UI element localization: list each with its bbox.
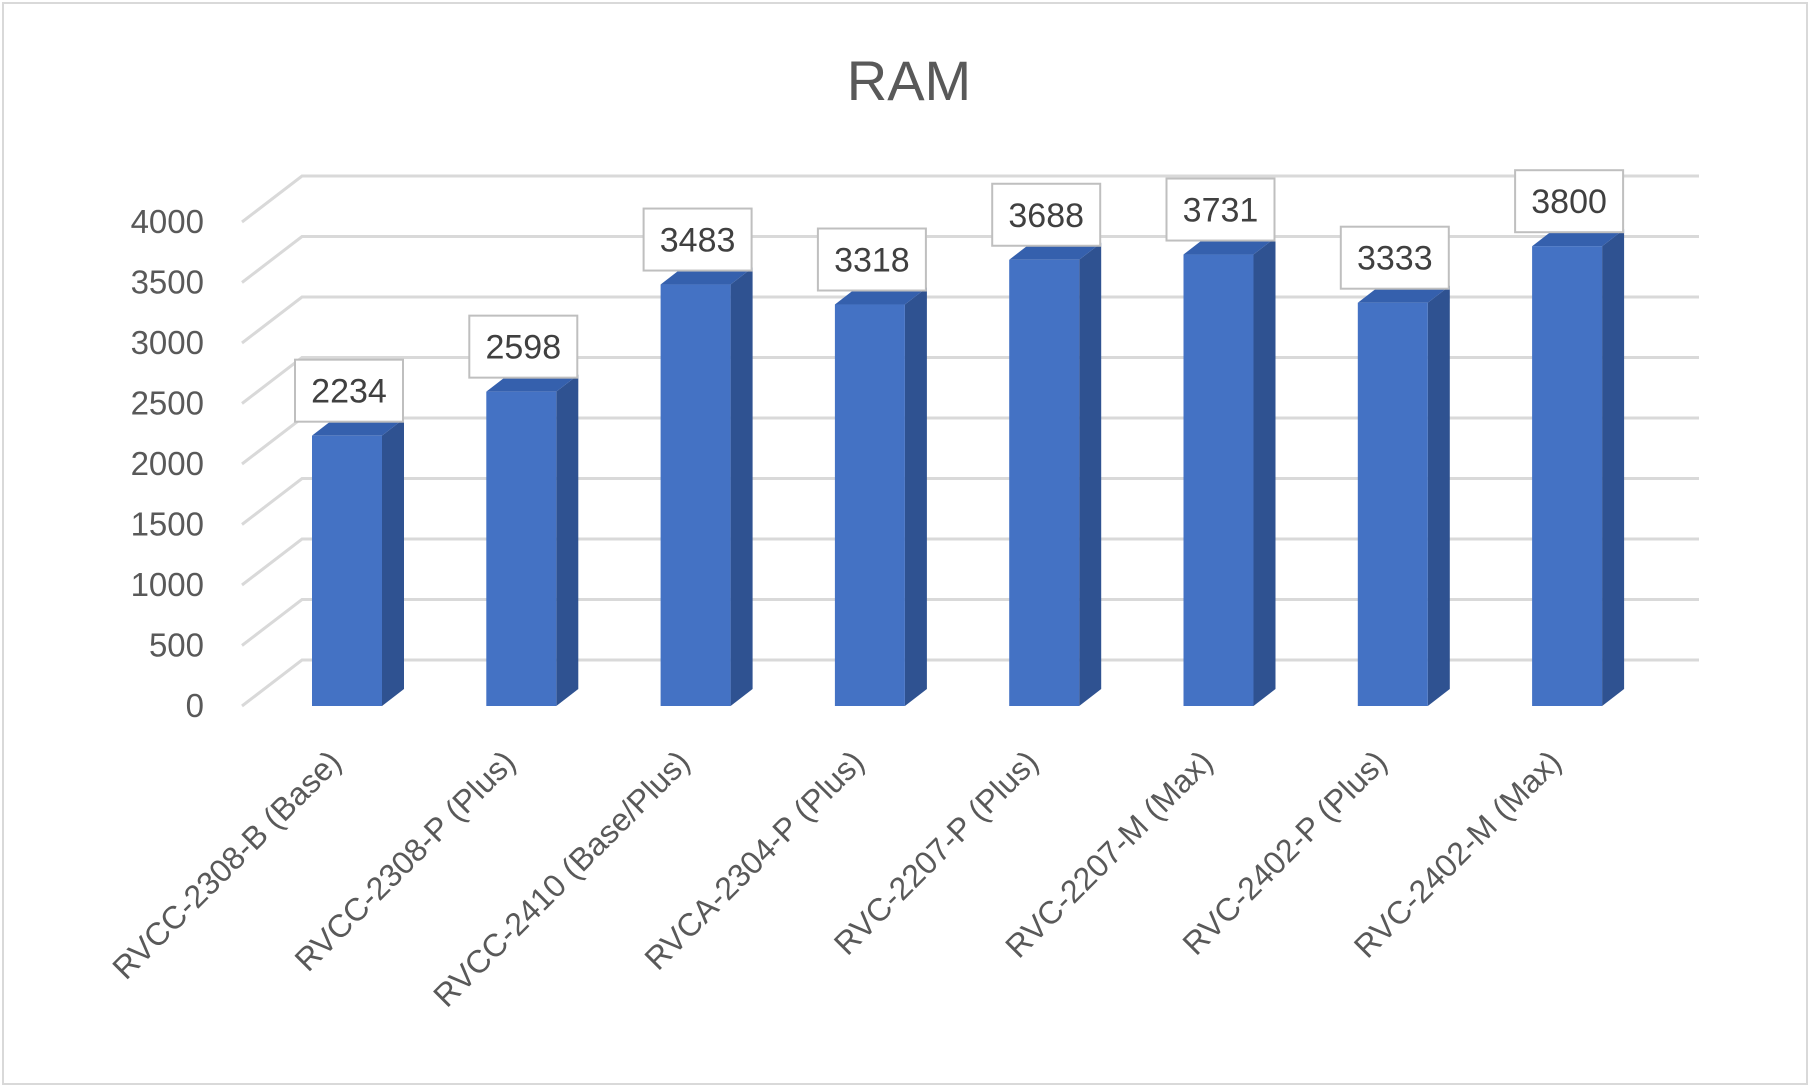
data-label: 3318: [816, 227, 927, 292]
gridline: [241, 174, 1699, 224]
data-label-text: 3800: [1531, 183, 1607, 221]
y-tick-label: 3500: [131, 264, 204, 301]
bar-front: [834, 304, 905, 706]
bar-top: [312, 418, 404, 436]
data-label: 3483: [642, 207, 753, 272]
data-label-box: [468, 314, 579, 379]
bar-top: [834, 287, 927, 305]
y-axis-ticks: 0 500 1000 1500 2000 2500 3000 3500 4000: [131, 203, 204, 724]
bar-side: [1253, 237, 1276, 706]
data-label-text: 3688: [1008, 197, 1084, 235]
bar: [486, 374, 579, 706]
data-label-box: [1514, 169, 1625, 234]
gridline: [241, 235, 1699, 284]
bar: [1532, 229, 1625, 706]
y-tick-label: 2500: [131, 385, 204, 422]
data-label: 2598: [468, 314, 579, 379]
bar: [312, 418, 404, 706]
bar: [1357, 285, 1450, 706]
bar-front: [660, 284, 731, 706]
data-label: 3731: [1165, 177, 1276, 242]
bar-front: [486, 391, 557, 706]
x-axis-categories: RVCC-2308-B (Base)RVCC-2308-P (Plus)RVCC…: [105, 743, 1568, 1013]
y-tick-label: 1500: [131, 506, 204, 543]
bar-top: [1532, 229, 1625, 247]
y-tick-label: 4000: [131, 203, 204, 240]
data-label-text: 2598: [485, 329, 561, 367]
data-label-box: [642, 207, 753, 272]
bars: [312, 229, 1625, 706]
bar: [660, 267, 753, 706]
bar-side: [1079, 242, 1102, 706]
data-label-box: [991, 182, 1102, 247]
bar-side: [730, 267, 753, 706]
gridline: [241, 356, 1699, 405]
bar-top: [486, 374, 579, 392]
data-label: 3800: [1514, 169, 1625, 234]
bar-top: [1009, 242, 1102, 260]
gridline: [241, 658, 1699, 708]
data-labels: 2234 2598 3483 3318 3688 3731 3333 3800: [294, 169, 1625, 423]
y-tick-label: 0: [186, 687, 204, 724]
data-label-box: [1165, 177, 1276, 242]
data-label-text: 3318: [834, 242, 910, 280]
data-label: 3333: [1339, 225, 1450, 290]
gridline: [241, 477, 1699, 526]
bar-top: [1183, 237, 1276, 255]
bar-front: [312, 435, 382, 706]
y-tick-label: 500: [149, 627, 204, 664]
gridline: [241, 598, 1699, 647]
data-label: 3688: [991, 182, 1102, 247]
data-label-text: 3333: [1357, 240, 1433, 278]
data-label-box: [816, 227, 927, 292]
gridlines: [241, 174, 1699, 708]
bar: [834, 287, 927, 706]
bar: [1183, 237, 1276, 706]
gridline: [241, 416, 1699, 466]
data-label-text: 3483: [660, 222, 736, 260]
gridline: [241, 295, 1699, 345]
y-tick-label: 2000: [131, 445, 204, 482]
chart-area: 0 500 1000 1500 2000 2500 3000 3500 4000 2234 259…: [105, 49, 1699, 1014]
bar-side: [382, 418, 404, 706]
bar-side: [1427, 285, 1450, 706]
bar-front: [1009, 259, 1080, 706]
bar-top: [660, 267, 753, 285]
data-label-text: 3731: [1183, 192, 1259, 230]
bar-front: [1183, 254, 1254, 706]
data-label: 2234: [294, 358, 404, 423]
data-label-box: [294, 358, 404, 423]
bar-side: [1602, 229, 1625, 706]
bar: [1009, 242, 1102, 706]
y-tick-label: 3000: [131, 324, 204, 361]
bar-side: [904, 287, 927, 706]
bar-side: [556, 374, 579, 706]
data-label-box: [1339, 225, 1450, 290]
gridline: [241, 537, 1699, 587]
data-label-text: 2234: [311, 373, 387, 411]
y-tick-label: 1000: [131, 566, 204, 603]
bar-top: [1357, 285, 1450, 303]
chart-title: RAM: [847, 49, 971, 112]
bar-front: [1532, 246, 1603, 706]
bar-front: [1357, 302, 1428, 706]
